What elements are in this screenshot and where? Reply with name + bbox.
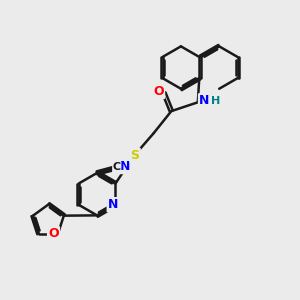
Text: O: O (48, 227, 59, 240)
Text: O: O (153, 85, 164, 98)
Text: N: N (120, 160, 131, 173)
Text: H: H (212, 96, 221, 106)
Text: N: N (199, 94, 209, 107)
Text: N: N (108, 198, 118, 211)
Text: C: C (113, 162, 121, 172)
Text: S: S (130, 149, 140, 162)
